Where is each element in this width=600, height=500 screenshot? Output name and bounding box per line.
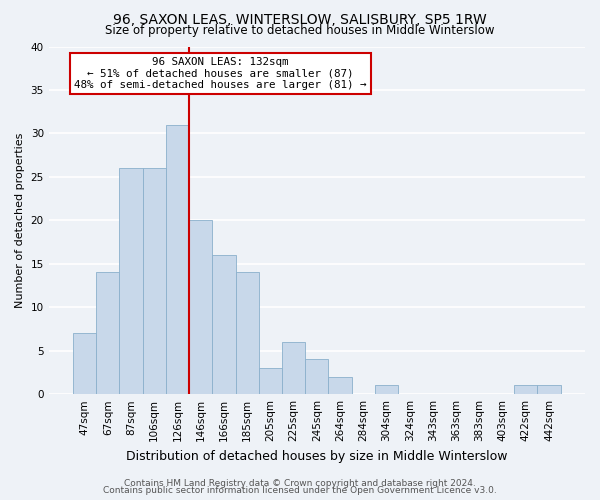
Bar xyxy=(96,272,119,394)
Bar xyxy=(514,386,538,394)
Bar xyxy=(189,220,212,394)
Bar xyxy=(119,168,143,394)
Bar xyxy=(259,368,282,394)
Bar xyxy=(212,255,236,394)
Bar xyxy=(143,168,166,394)
Text: 96 SAXON LEAS: 132sqm
← 51% of detached houses are smaller (87)
48% of semi-deta: 96 SAXON LEAS: 132sqm ← 51% of detached … xyxy=(74,57,367,90)
Bar xyxy=(282,342,305,394)
Bar xyxy=(375,386,398,394)
Bar xyxy=(305,360,328,394)
Bar xyxy=(166,124,189,394)
Bar xyxy=(236,272,259,394)
Text: Size of property relative to detached houses in Middle Winterslow: Size of property relative to detached ho… xyxy=(105,24,495,37)
Y-axis label: Number of detached properties: Number of detached properties xyxy=(15,132,25,308)
Bar xyxy=(73,334,96,394)
Bar xyxy=(328,377,352,394)
Text: Contains public sector information licensed under the Open Government Licence v3: Contains public sector information licen… xyxy=(103,486,497,495)
Bar xyxy=(538,386,560,394)
Text: Contains HM Land Registry data © Crown copyright and database right 2024.: Contains HM Land Registry data © Crown c… xyxy=(124,478,476,488)
X-axis label: Distribution of detached houses by size in Middle Winterslow: Distribution of detached houses by size … xyxy=(126,450,508,462)
Text: 96, SAXON LEAS, WINTERSLOW, SALISBURY, SP5 1RW: 96, SAXON LEAS, WINTERSLOW, SALISBURY, S… xyxy=(113,12,487,26)
